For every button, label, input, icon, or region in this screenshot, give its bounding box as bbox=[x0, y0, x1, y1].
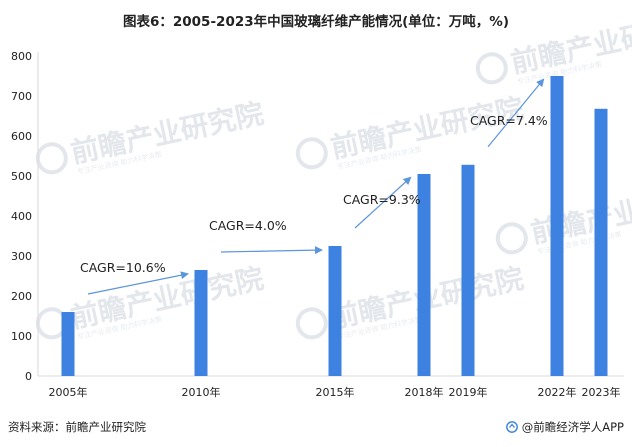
x-tick-label: 2023年 bbox=[582, 385, 621, 399]
bar bbox=[417, 174, 431, 376]
bar bbox=[461, 164, 475, 376]
bar bbox=[594, 108, 608, 377]
cagr-label: CAGR=9.3% bbox=[343, 192, 421, 207]
y-tick-label: 100 bbox=[11, 330, 32, 343]
y-tick-label: 600 bbox=[11, 130, 32, 143]
brand-text: @前瞻经济学人APP bbox=[521, 420, 624, 434]
cagr-arrow bbox=[487, 78, 545, 148]
chart-title: 图表6：2005-2023年中国玻璃纤维产能情况(单位：万吨，%) bbox=[122, 14, 509, 30]
source-note: 资料来源：前瞻产业研究院 bbox=[8, 420, 146, 434]
brand-credit: @前瞻经济学人APP bbox=[505, 419, 624, 435]
cagr-arrow bbox=[220, 246, 323, 255]
y-tick-label: 200 bbox=[11, 290, 32, 303]
cagr-arrow bbox=[354, 176, 412, 229]
bar bbox=[194, 270, 208, 376]
bar bbox=[61, 312, 75, 376]
svg-text:前瞻产业研究院: 前瞻产业研究院 bbox=[328, 92, 527, 165]
bar bbox=[328, 246, 342, 376]
x-tick-label: 2018年 bbox=[405, 385, 444, 399]
brand-logo-icon bbox=[505, 421, 518, 433]
y-tick-label: 800 bbox=[11, 50, 32, 63]
x-tick-label: 2005年 bbox=[49, 385, 88, 399]
cagr-arrow bbox=[87, 271, 189, 295]
cagr-label: CAGR=4.0% bbox=[209, 218, 287, 233]
cagr-label: CAGR=7.4% bbox=[470, 113, 548, 128]
y-tick-label: 400 bbox=[11, 210, 32, 223]
bar bbox=[550, 76, 564, 376]
y-tick-label: 300 bbox=[11, 250, 32, 263]
y-tick-label: 0 bbox=[25, 370, 32, 383]
x-tick-label: 2022年 bbox=[538, 385, 577, 399]
svg-text:前瞻产业研究院: 前瞻产业研究院 bbox=[68, 97, 267, 170]
y-tick-label: 500 bbox=[11, 170, 32, 183]
x-tick-label: 2019年 bbox=[449, 385, 488, 399]
x-tick-label: 2015年 bbox=[316, 385, 355, 399]
cagr-label: CAGR=10.6% bbox=[80, 260, 166, 275]
x-tick-label: 2010年 bbox=[182, 385, 221, 399]
y-tick-label: 700 bbox=[11, 90, 32, 103]
